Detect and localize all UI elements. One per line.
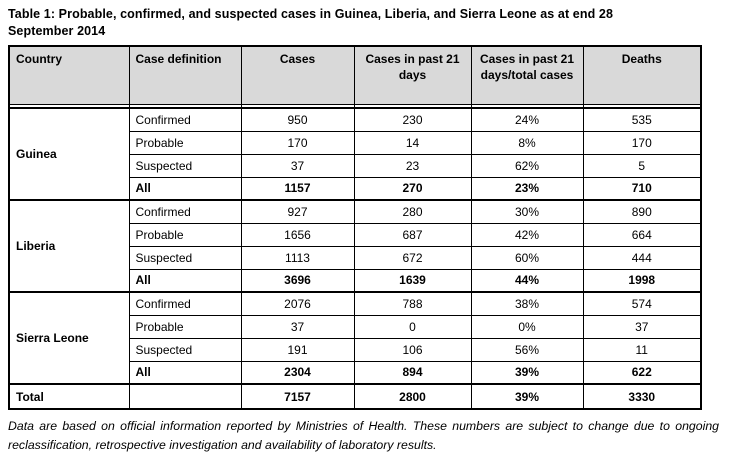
deaths-cell: 170 [582,130,702,155]
total-cases-cell: 7157 [240,383,355,410]
cases-21d-cell: 788 [353,291,472,316]
table-row: Sierra Leone Confirmed 2076 788 38% 574 [8,291,702,385]
document-page: Table 1: Probable, confirmed, and suspec… [8,7,719,452]
cases-cell: 950 [240,107,355,132]
table-row-all: All 2304 894 39% 622 [9,360,702,385]
pct-cell: 44% [470,268,584,293]
total-row: Total 7157 2800 39% 3330 [8,383,702,410]
case-definition-cell: Confirmed [128,199,242,224]
cases-cell: 1113 [240,245,355,270]
deaths-cell: 622 [582,360,702,385]
cases-cell: 2304 [240,360,355,385]
cases-21d-cell: 270 [353,176,472,201]
cases-table: Country Case definition Cases Cases in p… [8,45,702,410]
table-row: Liberia Confirmed 927 280 30% 890 [8,199,702,293]
cases-21d-cell: 894 [353,360,472,385]
cases-cell: 37 [240,314,355,339]
cases-21d-cell: 0 [353,314,472,339]
total-pct-cell: 39% [470,383,584,410]
pct-cell: 38% [470,291,584,316]
table-title: Table 1: Probable, confirmed, and suspec… [8,7,613,38]
cases-cell: 2076 [240,291,355,316]
deaths-cell: 890 [582,199,702,224]
country-cell-guinea: Guinea [8,107,130,201]
cases-21d-cell: 106 [353,337,472,362]
deaths-cell: 664 [582,222,702,247]
deaths-cell: 37 [582,314,702,339]
case-definition-cell: All [128,268,242,293]
cases-cell: 927 [240,199,355,224]
column-header-case-definition: Case definition [128,45,242,105]
cases-cell: 191 [240,337,355,362]
table-row: Guinea Confirmed 950 230 24% 535 [8,107,702,201]
pct-cell: 42% [470,222,584,247]
column-header-deaths: Deaths [582,45,702,105]
pct-cell: 39% [470,360,584,385]
cases-21d-cell: 672 [353,245,472,270]
pct-cell: 23% [470,176,584,201]
case-definition-cell: Confirmed [128,291,242,316]
pct-cell: 56% [470,337,584,362]
pct-cell: 60% [470,245,584,270]
pct-cell: 0% [470,314,584,339]
pct-cell: 62% [470,153,584,178]
cases-cell: 3696 [240,268,355,293]
country-cell-liberia: Liberia [8,199,130,293]
case-definition-cell: All [128,360,242,385]
deaths-cell: 574 [582,291,702,316]
cases-21d-cell: 14 [353,130,472,155]
pct-cell: 8% [470,130,584,155]
case-definition-cell: Probable [128,222,242,247]
pct-cell: 24% [470,107,584,132]
cases-cell: 1157 [240,176,355,201]
case-definition-cell: All [128,176,242,201]
header-row: Country Case definition Cases Cases in p… [8,45,702,105]
total-empty-cell [128,383,242,410]
table-row: Suspected 1113 672 60% 444 [9,245,702,270]
table-row: Probable 37 0 0% 37 [9,314,702,339]
cases-cell: 1656 [240,222,355,247]
column-header-cases: Cases [240,45,355,105]
case-definition-cell: Confirmed [128,107,242,132]
deaths-cell: 444 [582,245,702,270]
column-header-cases-21-days: Cases in past 21 days [353,45,472,105]
deaths-cell: 535 [582,107,702,132]
table-footnote: Data are based on official information r… [8,419,719,452]
cases-21d-cell: 687 [353,222,472,247]
total-label-cell: Total [8,383,130,410]
deaths-cell: 5 [582,153,702,178]
country-cell-sierra-leone: Sierra Leone [8,291,130,385]
case-definition-cell: Probable [128,314,242,339]
column-header-country: Country [8,45,130,105]
total-deaths-cell: 3330 [582,383,702,410]
case-definition-cell: Suspected [128,337,242,362]
total-cases-21d-cell: 2800 [353,383,472,410]
deaths-cell: 1998 [582,268,702,293]
cases-cell: 37 [240,153,355,178]
cases-21d-cell: 1639 [353,268,472,293]
deaths-cell: 11 [582,337,702,362]
deaths-cell: 710 [582,176,702,201]
pct-cell: 30% [470,199,584,224]
cases-21d-cell: 280 [353,199,472,224]
case-definition-cell: Suspected [128,245,242,270]
cases-cell: 170 [240,130,355,155]
cases-21d-cell: 230 [353,107,472,132]
column-header-cases-21-days-pct: Cases in past 21 days/total cases [470,45,584,105]
case-definition-cell: Probable [128,130,242,155]
cases-21d-cell: 23 [353,153,472,178]
case-definition-cell: Suspected [128,153,242,178]
